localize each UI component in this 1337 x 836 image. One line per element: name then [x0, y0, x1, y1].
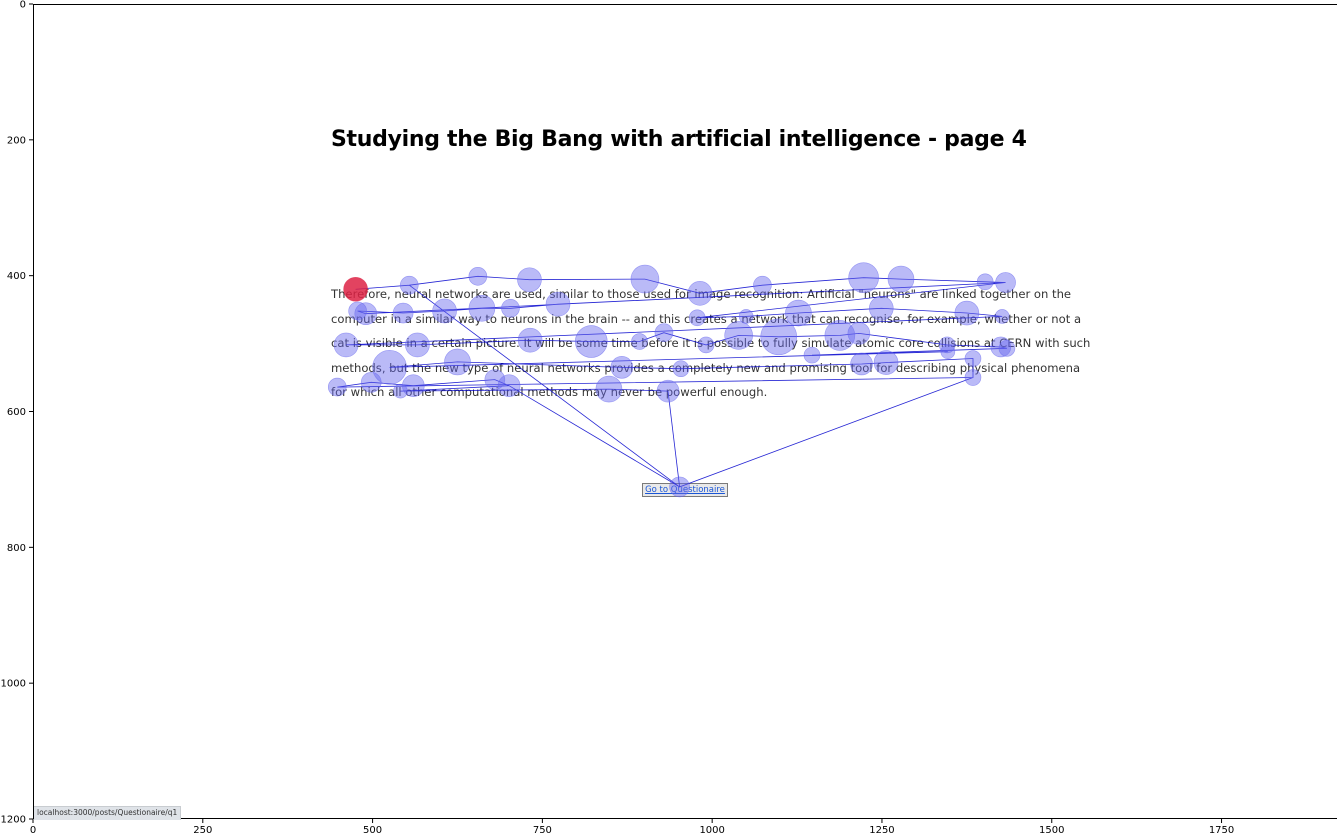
x-tick-label: 500: [363, 825, 382, 836]
paragraph-line: computer in a similar way to neurons in …: [331, 311, 1082, 326]
x-tick-label: 250: [193, 825, 212, 836]
paragraph-line: methods, but the new type of neural netw…: [331, 360, 1081, 375]
x-tick-label: 1750: [1209, 825, 1234, 836]
y-tick-label: 1200: [1, 815, 26, 826]
y-tick-label: 200: [7, 135, 26, 146]
status-bar-url: localhost:3000/posts/Questionaire/q1: [34, 806, 182, 820]
x-tick-label: 1500: [1039, 825, 1064, 836]
page-title: Studying the Big Bang with artificial in…: [331, 127, 1027, 152]
y-tick-label: 600: [7, 407, 26, 418]
y-tick-label: 400: [7, 271, 26, 282]
paragraph-line: cat is visible in a certain picture. It …: [331, 336, 1091, 350]
x-tick-label: 1250: [869, 825, 894, 836]
y-tick-label: 1000: [1, 679, 26, 690]
x-tick-label: 1000: [699, 825, 724, 836]
x-tick-label: 750: [533, 825, 552, 836]
go-to-questionnaire-button[interactable]: Go to Questionaire: [642, 483, 728, 497]
y-tick-label: 0: [20, 0, 26, 11]
paragraph-line: for which all other computational method…: [331, 385, 768, 399]
paragraph-line: Therefore, neural networks are used, sim…: [331, 287, 1072, 301]
x-tick-label: 0: [30, 825, 36, 836]
article-paragraph: Therefore, neural networks are used, sim…: [331, 282, 1091, 405]
y-tick-label: 800: [7, 543, 26, 554]
